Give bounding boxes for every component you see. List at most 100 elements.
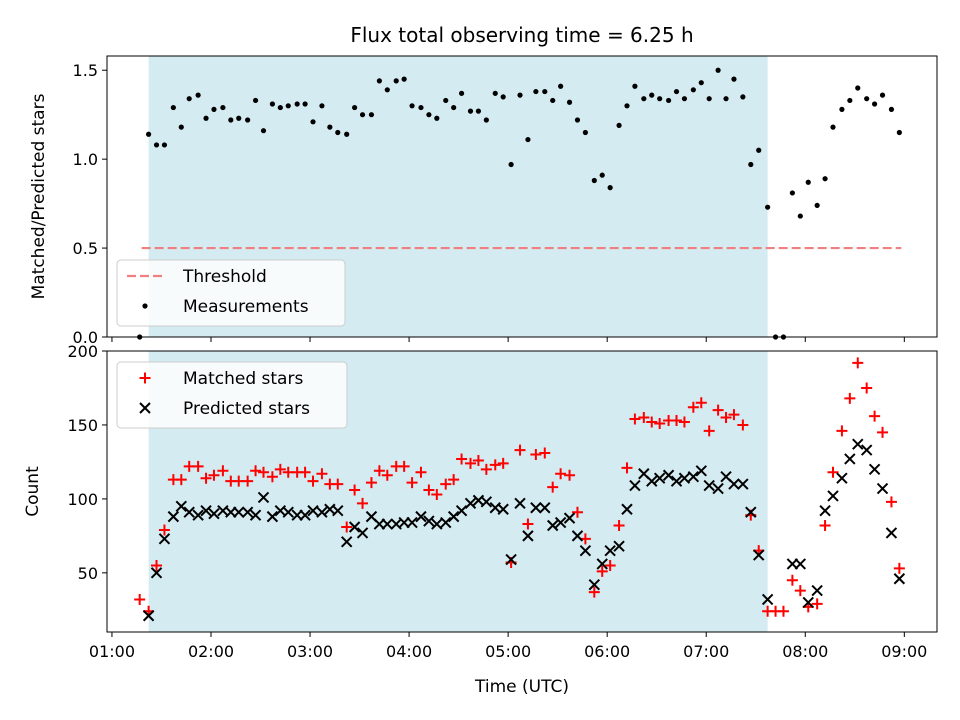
ratio-y-axis-label: Matched/Predicted stars xyxy=(29,93,49,299)
matched-stars-point xyxy=(671,415,683,427)
matched-stars-point xyxy=(406,477,418,489)
legend-label: Predicted stars xyxy=(183,399,310,419)
measurements-point xyxy=(145,131,152,137)
predicted-stars-point xyxy=(653,472,666,484)
predicted-stars-point xyxy=(307,505,319,517)
matched-stars-point xyxy=(274,463,286,475)
matched-stars-point xyxy=(893,562,905,574)
matched-stars-point xyxy=(158,524,170,536)
measurements-point xyxy=(310,119,316,125)
measurements-point xyxy=(607,185,613,191)
predicted-stars-point xyxy=(876,482,889,495)
measurements-point xyxy=(409,103,415,109)
predicted-stars-point xyxy=(299,509,311,521)
predicted-stars-point xyxy=(142,610,155,622)
legend-label: Matched stars xyxy=(183,369,303,389)
x-tick-label: 06:00 xyxy=(584,642,630,661)
measurements-point xyxy=(673,88,680,95)
legend-box xyxy=(116,361,348,429)
ratio-panel-frame xyxy=(106,55,938,338)
measurements-point xyxy=(236,115,242,121)
measurements-point xyxy=(426,112,432,118)
matched-stars-point xyxy=(869,410,881,422)
matched-stars-point xyxy=(489,459,501,471)
measurements-point xyxy=(566,99,573,105)
predicted-stars-point xyxy=(348,521,361,533)
predicted-stars-point xyxy=(728,478,740,490)
measurements-point xyxy=(748,161,754,168)
measurements-point xyxy=(797,213,803,219)
x-tick-label: 07:00 xyxy=(683,642,729,661)
predicted-stars-point xyxy=(440,516,452,529)
predicted-stars-point xyxy=(546,519,559,532)
measurements-point xyxy=(220,104,226,111)
matched-stars-point xyxy=(431,488,443,500)
matched-stars-point xyxy=(175,474,187,486)
y-tick-label: 150 xyxy=(67,416,98,435)
matched-stars-point xyxy=(555,468,567,480)
predicted-stars-point xyxy=(497,503,509,515)
measurements-point xyxy=(624,103,630,109)
y-tick-label: 0.0 xyxy=(73,328,98,347)
predicted-stars-point xyxy=(200,505,212,517)
matched-stars-point xyxy=(464,457,476,469)
predicted-stars-point xyxy=(712,482,724,495)
measurements-point xyxy=(294,101,300,107)
measurements-point xyxy=(319,103,325,109)
measurements-point xyxy=(285,103,291,109)
measurements-point xyxy=(574,117,581,123)
matched-stars-point xyxy=(720,412,732,424)
matched-stars-point xyxy=(522,518,534,530)
measurements-point xyxy=(616,122,622,128)
measurements-point xyxy=(211,106,217,112)
predicted-stars-point xyxy=(563,512,576,524)
matched-stars-point xyxy=(398,460,410,472)
measurements-point xyxy=(368,112,375,118)
matched-stars-point xyxy=(332,478,344,490)
predicted-stars-point xyxy=(745,506,757,518)
measurements-point xyxy=(228,117,234,123)
predicted-stars-point xyxy=(183,506,195,518)
measurements-point xyxy=(582,129,588,136)
ratio-markers xyxy=(137,67,902,340)
measurements-point xyxy=(591,177,597,184)
matched-stars-point xyxy=(217,465,229,477)
matched-stars-point xyxy=(827,466,839,478)
measurements-point xyxy=(830,124,836,130)
measurements-point xyxy=(855,85,861,91)
measurements-point xyxy=(879,92,886,98)
matched-stars-point xyxy=(852,357,864,369)
predicted-stars-point xyxy=(505,553,517,566)
matched-stars-point xyxy=(646,416,658,428)
measurements-point xyxy=(327,124,333,130)
predicted-stars-point xyxy=(571,530,584,542)
measurements-point xyxy=(649,92,655,98)
x-tick-label: 08:00 xyxy=(782,642,828,661)
predicted-stars-point xyxy=(836,472,848,484)
matched-stars-point xyxy=(307,475,319,487)
matched-stars-point xyxy=(737,419,749,431)
matched-stars-point xyxy=(728,409,740,421)
predicted-stars-point xyxy=(406,516,418,529)
measurements-point xyxy=(352,104,358,111)
x-tick-label: 03:00 xyxy=(287,642,333,661)
predicted-stars-point xyxy=(282,506,294,518)
measurements-point xyxy=(822,176,828,182)
predicted-stars-point xyxy=(447,510,460,523)
measurements-point xyxy=(558,83,564,89)
matched-stars-point xyxy=(654,417,666,429)
measurements-point xyxy=(153,142,160,148)
measurements-point xyxy=(401,76,407,82)
matched-stars-point xyxy=(604,559,616,571)
measurements-point xyxy=(508,161,514,168)
measurements-point xyxy=(302,101,308,107)
measurements-point xyxy=(500,94,506,100)
legend-measurement-swatch xyxy=(142,303,148,309)
matched-stars-point xyxy=(836,425,848,437)
matched-stars-point xyxy=(844,392,856,404)
measurements-point xyxy=(335,129,341,136)
measurements-point xyxy=(789,190,795,196)
predicted-stars-point xyxy=(687,471,700,483)
measurements-point xyxy=(269,101,276,107)
matched-stars-point xyxy=(564,469,576,481)
